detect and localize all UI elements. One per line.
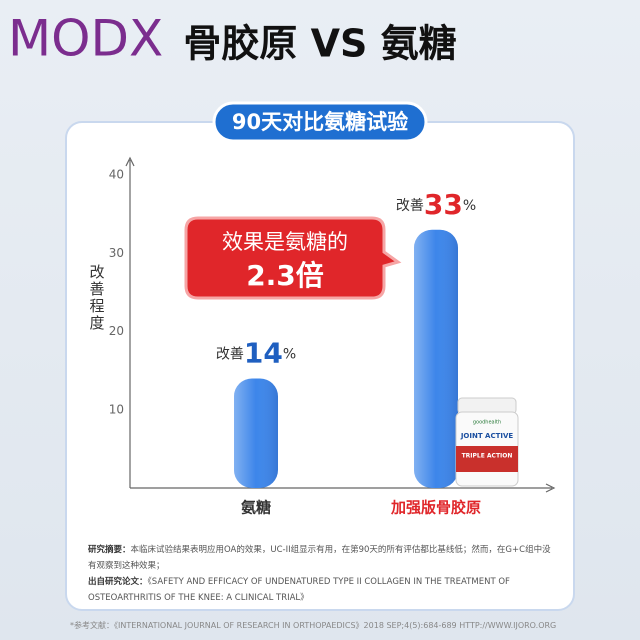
product-badge: TRIPLE ACTION xyxy=(462,453,513,460)
badge xyxy=(212,101,428,143)
annotation: 效果是氨糖的 xyxy=(222,230,348,254)
x-tick-label: 氨糖 xyxy=(241,499,271,517)
subtitle: 90天对比氨糖试验 xyxy=(232,110,408,134)
bar-shine xyxy=(234,378,278,488)
axis-arrows xyxy=(125,156,556,493)
note-label: 出自研究论文： xyxy=(88,577,148,587)
product-name: JOINT ACTIVE xyxy=(460,432,514,440)
panel xyxy=(65,121,575,611)
x-tick-label: 加强版骨胶原 xyxy=(390,499,481,517)
note-text: 《SAFETY AND EFFICACY OF UNDENATURED TYPE… xyxy=(88,577,510,603)
value-label: 改善33% xyxy=(396,188,476,221)
y-tick-label: 30 xyxy=(109,246,124,260)
watermark: MODX xyxy=(8,10,163,68)
annotation: 2.3倍 xyxy=(246,259,324,292)
callout xyxy=(184,216,402,300)
y-axis-label: 改善程度 xyxy=(88,264,106,332)
product-brand: goodhealth xyxy=(473,420,501,426)
note-text: 本临床试验结果表明应用OA的效果，UC-II组显示有用，在第90天的所有评估都比… xyxy=(88,545,551,571)
product-image: goodhealth JOINT ACTIVE TRIPLE ACTION xyxy=(455,397,519,487)
chart-title: 骨胶原 VS 氨糖 xyxy=(183,22,456,66)
bar-shine xyxy=(414,229,458,488)
reference: *参考文献：《INTERNATIONAL JOURNAL OF RESEARCH… xyxy=(70,621,557,630)
note-label: 研究摘要： xyxy=(88,545,131,555)
y-tick-label: 10 xyxy=(109,402,124,416)
value-label: 改善14% xyxy=(216,336,296,369)
y-tick-label: 20 xyxy=(109,324,124,338)
y-tick-label: 40 xyxy=(109,168,124,182)
notes: 研究摘要：本临床试验结果表明应用OA的效果，UC-II组显示有用，在第90天的所… xyxy=(88,542,558,606)
